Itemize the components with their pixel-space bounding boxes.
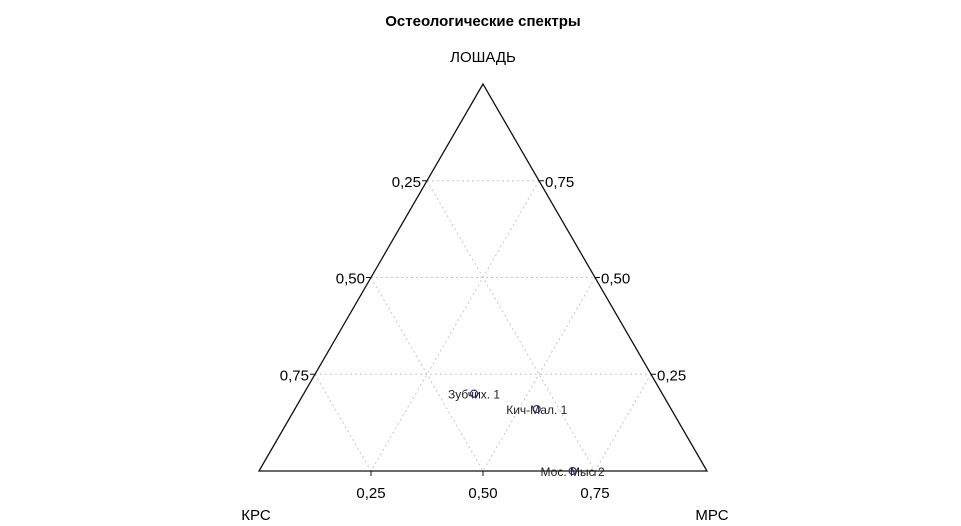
grid-line (482, 277, 596, 472)
data-point (532, 404, 541, 414)
grid-line (370, 180, 540, 472)
tick-labels: 0,25 0,25 0,25 0,50 0,50 0,50 0,75 0,75 0,75 (280, 174, 686, 502)
grid-line (370, 277, 484, 472)
tick-label-left: 0,25 (392, 174, 421, 191)
tick-label-bottom: 0,25 (356, 485, 385, 502)
chart-title: Остеологические спектры (385, 13, 580, 30)
grid-line (314, 373, 372, 472)
tick-label-left: 0,50 (336, 271, 365, 288)
tick-label-right: 0,50 (601, 271, 630, 288)
tick-label-bottom: 0,50 (468, 485, 497, 502)
vertex-label-right: МРС (695, 507, 728, 524)
data-point-label: Мос. Мыс 2 (541, 465, 605, 479)
vertex-label-left: КРС (241, 507, 271, 524)
data-point (469, 389, 479, 398)
grid-line (426, 180, 596, 472)
tick-label-right: 0,75 (545, 174, 574, 191)
vertex-label-top: ЛОШАДЬ (450, 49, 516, 66)
data-point (568, 466, 577, 476)
grid-line (594, 373, 652, 472)
grid-lines (314, 180, 652, 472)
tick-label-bottom: 0,75 (580, 485, 609, 502)
data-points: Зубчих. 1 Кич-Мал. 1 Мос. Мыс 2 (448, 388, 605, 479)
tick-label-left: 0,75 (280, 367, 309, 384)
tick-label-right: 0,25 (657, 367, 686, 384)
data-point-label: Кич-Мал. 1 (506, 403, 567, 417)
data-point-label: Зубчих. 1 (448, 388, 500, 402)
